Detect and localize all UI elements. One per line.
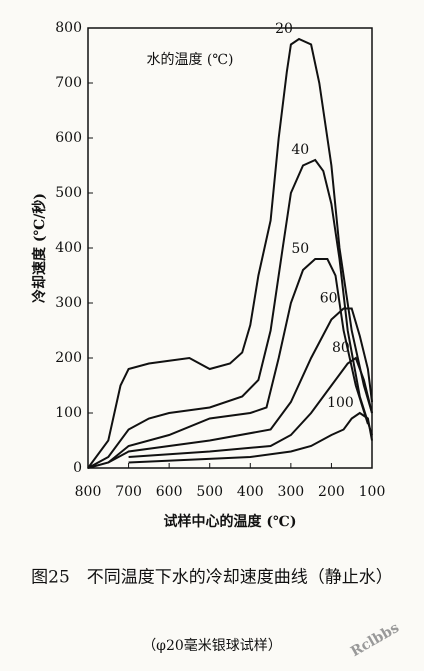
x-tick-label: 500 xyxy=(196,484,223,500)
annotation: 水的温度 (℃) xyxy=(146,52,233,68)
y-tick-label: 700 xyxy=(55,75,82,91)
y-tick-label: 400 xyxy=(55,240,82,256)
y-tick-label: 200 xyxy=(55,350,82,366)
series-line xyxy=(87,158,373,469)
caption: 图25 不同温度下水的冷却速度曲线（静止水） xyxy=(31,568,393,588)
series-line xyxy=(87,37,373,469)
series-label: 80 xyxy=(332,340,350,356)
series-line xyxy=(87,258,369,469)
x-tick-label: 300 xyxy=(277,484,304,500)
series-label: 20 xyxy=(275,21,293,37)
y-tick-label: 0 xyxy=(73,460,82,476)
x-tick-label: 200 xyxy=(318,484,345,500)
y-tick-label: 100 xyxy=(55,405,82,421)
x-tick-label: 600 xyxy=(156,484,183,500)
watermark: Rclbbs xyxy=(348,620,402,660)
series-line xyxy=(128,356,373,458)
series-label: 60 xyxy=(320,291,338,307)
series-line xyxy=(107,307,373,464)
x-tick-label: 700 xyxy=(115,484,142,500)
y-tick-label: 800 xyxy=(55,20,82,36)
subcaption: （φ20毫米银球试样） xyxy=(142,637,282,654)
series-label: 100 xyxy=(327,395,354,411)
y-tick-label: 500 xyxy=(55,185,82,201)
y-tick-label: 300 xyxy=(55,295,82,311)
series-line xyxy=(128,411,373,464)
x-tick-label: 800 xyxy=(75,484,102,500)
y-tick-label: 600 xyxy=(55,130,82,146)
x-tick-label: 400 xyxy=(237,484,264,500)
x-tick-label: 100 xyxy=(359,484,386,500)
series-label: 40 xyxy=(291,142,309,158)
x-axis-label: 试样中心的温度 (℃) xyxy=(164,513,297,530)
y-axis-label: 冷却速度 (℃/秒) xyxy=(31,193,48,303)
series-label: 50 xyxy=(291,241,309,257)
